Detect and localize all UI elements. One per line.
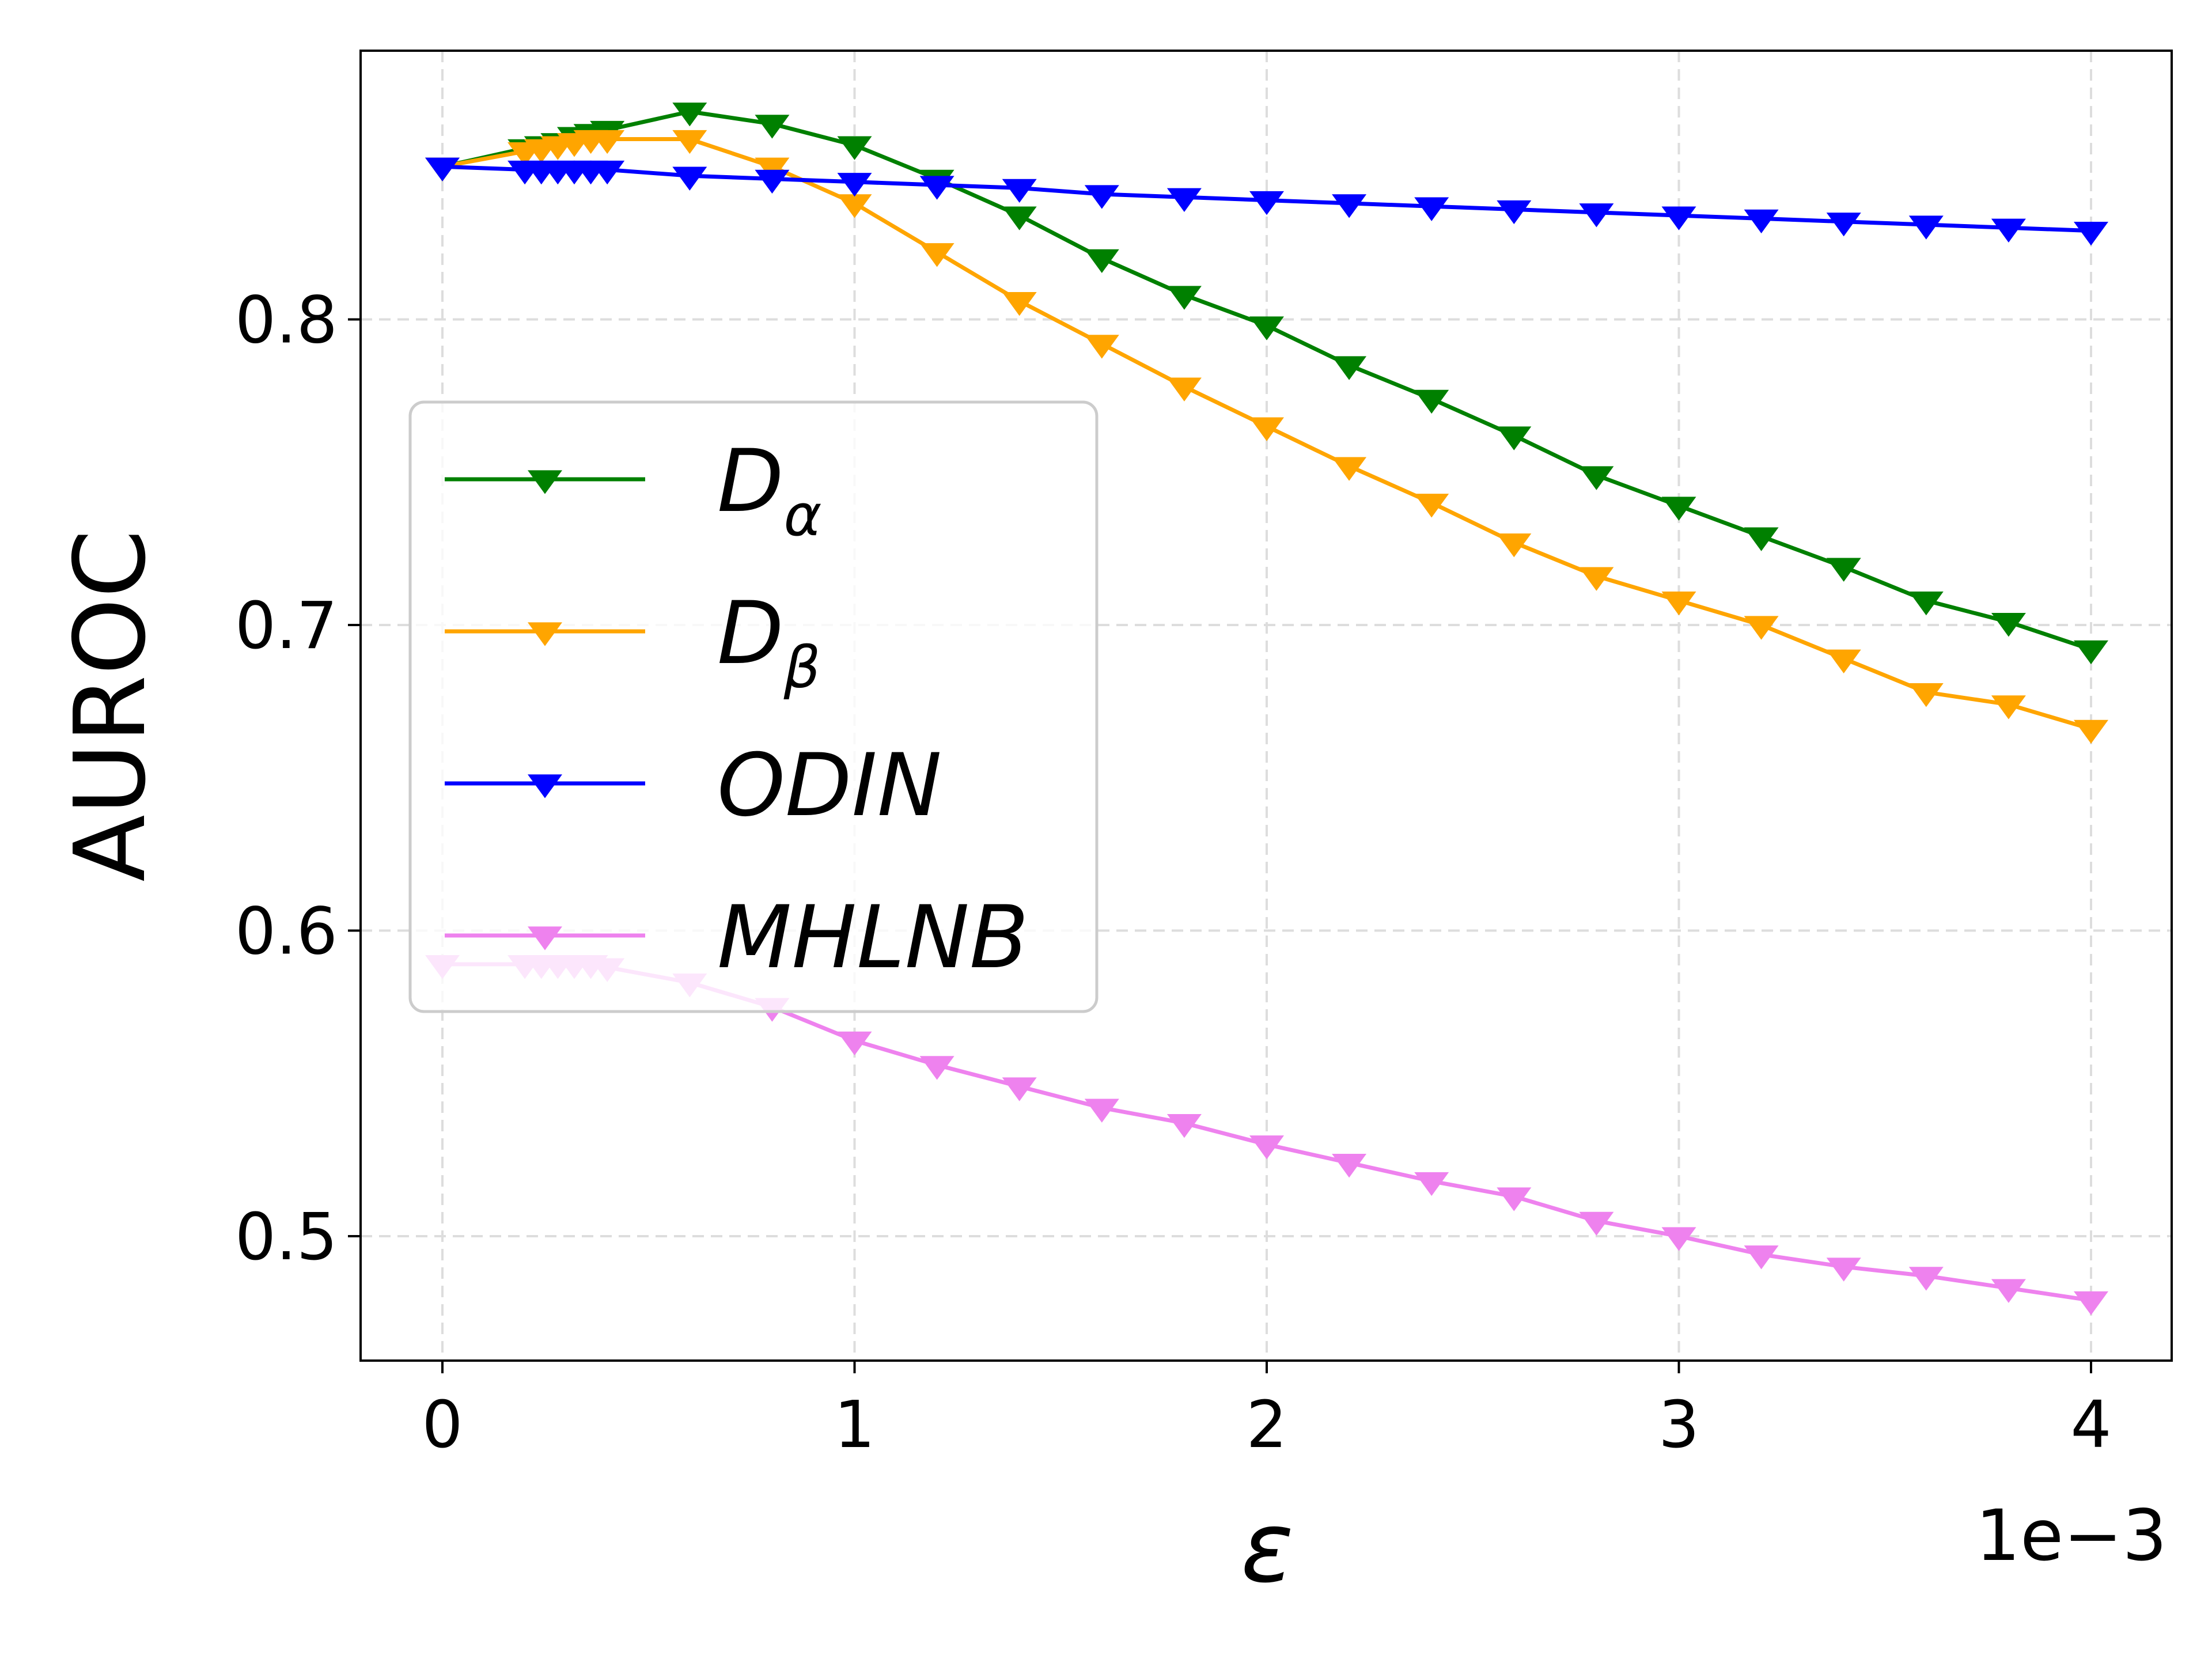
data-point-odin (1579, 203, 1614, 228)
data-point-odin (2074, 221, 2108, 246)
data-point-d-α (755, 115, 790, 139)
legend-subscript-d-α: α (784, 482, 822, 549)
data-point-mhlnb (1744, 1245, 1779, 1270)
data-point-mhlnb (1908, 1267, 1944, 1291)
data-point-odin (1908, 215, 1944, 240)
legend-box (408, 400, 1099, 1013)
data-point-mhlnb (1991, 1279, 2026, 1303)
data-point-mhlnb (1084, 1099, 1119, 1123)
data-point-d-β (1579, 567, 1614, 591)
data-point-d-α (1826, 558, 1861, 582)
data-point-d-α (1908, 591, 1944, 616)
data-point-d-β (837, 194, 872, 218)
data-point-odin (672, 166, 707, 191)
legend-marker-d-β (528, 622, 562, 646)
data-point-mhlnb (1661, 1227, 1696, 1251)
x-tick-label: 2 (1246, 1388, 1287, 1463)
x-offset-label: 1e−3 (1975, 1495, 2167, 1577)
data-point-mhlnb (1332, 1154, 1367, 1178)
data-point-odin (1991, 218, 2026, 243)
data-point-d-β (919, 243, 955, 267)
data-point-odin (425, 157, 460, 181)
data-point-odin (919, 176, 955, 200)
data-point-odin (1661, 206, 1696, 230)
data-point-d-α (1249, 316, 1284, 340)
data-point-d-β (1084, 335, 1119, 359)
legend-subscript-d-β: β (783, 634, 821, 701)
data-point-mhlnb (1826, 1257, 1861, 1282)
data-point-d-β (755, 157, 790, 181)
data-point-mhlnb (837, 1031, 872, 1056)
data-point-d-α (1497, 426, 1532, 450)
data-point-d-α (837, 136, 872, 160)
x-tick-label: 1 (834, 1388, 875, 1463)
data-point-mhlnb (1249, 1135, 1284, 1160)
axis-ticks: 0 1 2 3 4 0.5 0.6 0.7 0.8 (235, 283, 2112, 1463)
data-point-d-α (1084, 249, 1119, 274)
legend-marker-d-α (528, 470, 562, 494)
data-point-odin (1332, 194, 1367, 218)
data-point-d-α (1579, 466, 1614, 490)
y-tick-label: 0.5 (235, 1200, 338, 1275)
y-tick-label: 0.7 (235, 589, 338, 664)
data-point-d-α (1332, 356, 1367, 380)
data-point-odin (1084, 185, 1119, 209)
legend-label-mhlnb: MHLNB (717, 888, 1029, 988)
data-point-d-β (1332, 457, 1367, 481)
y-axis-label: AUROC (54, 529, 168, 881)
x-tick-label: 4 (2070, 1388, 2111, 1463)
y-tick-label: 0.8 (235, 283, 338, 358)
data-point-odin (755, 169, 790, 194)
data-point-d-α (1991, 613, 2026, 637)
data-point-d-β (1826, 649, 1861, 674)
data-point-d-β (1002, 291, 1037, 316)
data-point-d-β (1166, 377, 1202, 402)
data-point-d-α (2074, 640, 2108, 665)
data-point-odin (590, 160, 625, 185)
data-point-d-β (1744, 616, 1779, 640)
data-point-odin (1002, 179, 1037, 203)
data-point-d-α (1166, 286, 1202, 310)
data-point-mhlnb (1579, 1211, 1614, 1236)
x-tick-label: 3 (1658, 1388, 1699, 1463)
data-point-odin (1249, 191, 1284, 215)
data-point-odin (1744, 209, 1779, 234)
data-point-mhlnb (1166, 1114, 1202, 1138)
y-tick-label: 0.6 (235, 895, 338, 969)
data-point-odin (837, 173, 872, 197)
data-point-d-β (2074, 719, 2108, 744)
data-point-mhlnb (2074, 1291, 2108, 1316)
data-point-d-β (672, 130, 707, 154)
data-point-d-β (1661, 591, 1696, 616)
data-point-mhlnb (1002, 1077, 1037, 1101)
data-point-d-α (1414, 389, 1449, 414)
data-point-d-β (1249, 417, 1284, 441)
data-point-d-β (1497, 533, 1532, 558)
data-point-d-α (1661, 497, 1696, 521)
legend-label-odin: ODIN (717, 736, 942, 836)
data-point-d-β (1991, 695, 2026, 719)
data-point-d-β (1908, 683, 1944, 707)
x-tick-label: 0 (422, 1388, 463, 1463)
data-point-d-α (1002, 206, 1037, 230)
data-point-mhlnb (919, 1056, 955, 1080)
data-point-odin (1166, 188, 1202, 212)
data-point-mhlnb (1497, 1187, 1532, 1211)
x-axis-label: ε (1241, 1491, 1294, 1605)
data-point-d-α (672, 103, 707, 127)
data-point-odin (1414, 197, 1449, 221)
data-point-mhlnb (1414, 1172, 1449, 1196)
data-point-odin (1826, 213, 1861, 237)
legend-marker-mhlnb (528, 926, 562, 950)
data-point-d-α (1744, 527, 1779, 551)
data-point-d-β (590, 130, 625, 154)
legend-marker-odin (528, 774, 562, 798)
data-point-odin (1497, 200, 1532, 225)
data-point-d-β (1414, 494, 1449, 518)
